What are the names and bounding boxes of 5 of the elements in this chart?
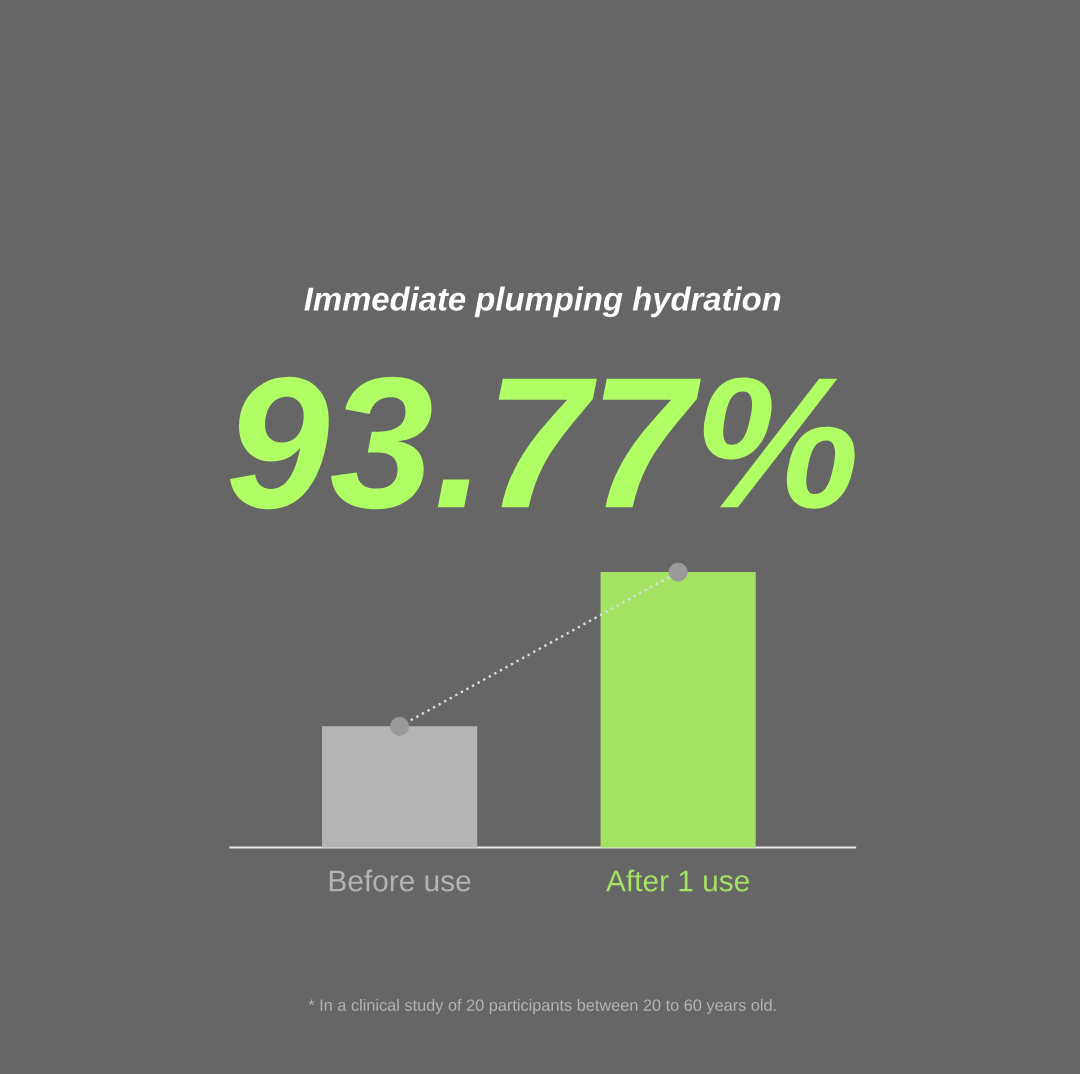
x-tick-label: Before use [329,869,471,892]
text: * In a clinical study of 20 participants between 20 to 60 years old. [308,998,776,1014]
chart-title: Immediate plumping hydration [304,286,781,317]
x-tick-label: After 1 use [606,869,749,892]
chart-subtitle: 93.77% [229,376,855,509]
